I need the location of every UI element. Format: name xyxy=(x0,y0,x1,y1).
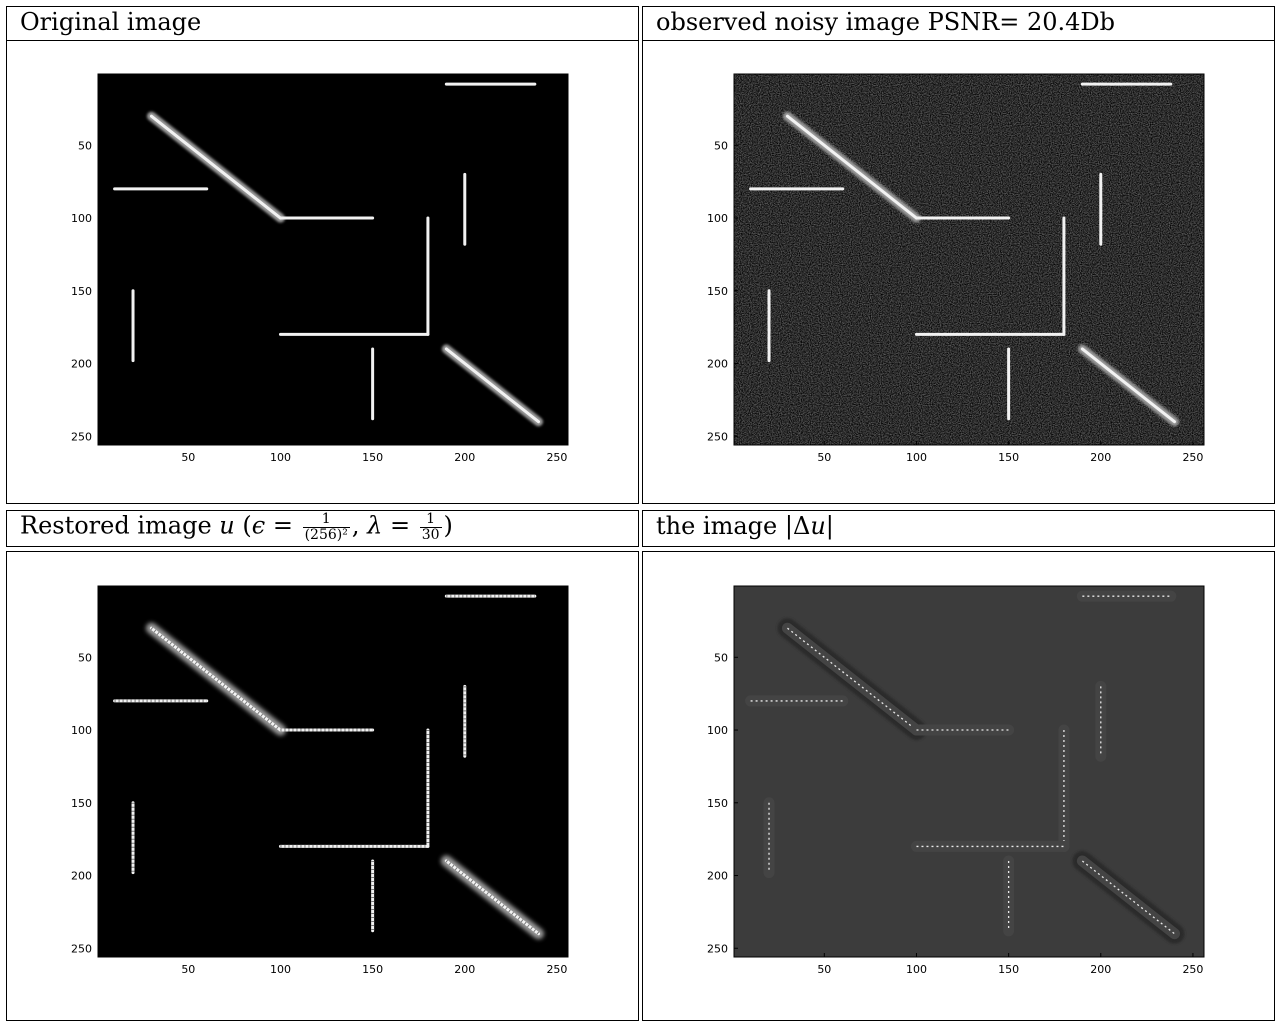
y-tick-label: 50 xyxy=(78,139,92,152)
x-tick-label: 50 xyxy=(181,451,195,464)
x-tick-label: 250 xyxy=(1182,963,1203,976)
y-tick-label: 100 xyxy=(707,212,728,225)
fraction-lambda-den: 30 xyxy=(421,526,440,543)
cell-body-noisy xyxy=(642,40,1275,504)
line-segment-1 xyxy=(149,114,282,220)
y-tick-label: 250 xyxy=(707,430,728,443)
y-tick-label: 200 xyxy=(707,358,728,371)
caption-noisy: observed noisy image PSNR= 20.4Db xyxy=(656,8,1116,36)
y-tick-label: 150 xyxy=(71,797,92,810)
axes-frame xyxy=(97,73,569,446)
x-tick-label: 250 xyxy=(1182,451,1203,464)
caption-laplacian-delta: Δ xyxy=(792,512,811,540)
caption-restored-eps: ϵ xyxy=(251,511,266,540)
edge-band xyxy=(1076,855,1181,940)
y-tick-label: 100 xyxy=(707,724,728,737)
x-tick-label: 200 xyxy=(454,963,475,976)
x-tick-label: 50 xyxy=(817,451,831,464)
caption-restored-var: u xyxy=(219,511,235,540)
caption-restored-eq2: = xyxy=(382,511,418,540)
caption-restored: Restored image u (ϵ = 1 (256)², λ = 1 30) xyxy=(20,512,453,542)
line-texture-1 xyxy=(150,627,282,732)
y-tick-label: 200 xyxy=(71,870,92,883)
y-tick-label: 250 xyxy=(707,942,728,955)
cell-body-original xyxy=(6,40,639,504)
plot-laplacian: 50 100 150 200 250 50 100 150 200 250 xyxy=(707,585,1205,976)
caption-laplacian: the image |Δu| xyxy=(656,514,834,538)
y-tick-label: 250 xyxy=(71,430,92,443)
fraction-epsilon: 1 (256)² xyxy=(302,512,350,543)
line-segment-9 xyxy=(444,347,541,424)
x-tick-label: 150 xyxy=(998,451,1019,464)
y-tick-label: 150 xyxy=(71,285,92,298)
x-tick-label: 250 xyxy=(546,451,567,464)
x-tick-label: 50 xyxy=(181,963,195,976)
cell-header-laplacian xyxy=(642,510,1275,547)
line-segment-1 xyxy=(785,114,918,220)
x-tick-label: 100 xyxy=(270,963,291,976)
caption-restored-lambda: λ xyxy=(367,511,383,540)
x-tick-label: 150 xyxy=(362,451,383,464)
y-tick-label: 250 xyxy=(71,942,92,955)
fraction-lambda: 1 30 xyxy=(419,512,442,543)
y-tick-label: 100 xyxy=(71,724,92,737)
axes-frame xyxy=(733,73,1205,446)
x-tick-label: 250 xyxy=(546,963,567,976)
x-tick-label: 100 xyxy=(270,451,291,464)
plot-original: 50 100 150 200 250 50 100 150 200 250 xyxy=(71,73,569,464)
line-segment-9 xyxy=(1080,347,1177,424)
x-tick-label: 150 xyxy=(362,963,383,976)
axes-frame xyxy=(97,585,569,958)
y-tick-label: 200 xyxy=(707,870,728,883)
y-tick-label: 200 xyxy=(71,358,92,371)
x-tick-label: 100 xyxy=(906,451,927,464)
y-tick-label: 100 xyxy=(71,212,92,225)
caption-restored-close: ) xyxy=(443,511,453,540)
edge-line-1 xyxy=(787,627,917,731)
caption-laplacian-var: u xyxy=(810,512,826,540)
fraction-epsilon-den: (256)² xyxy=(304,526,348,543)
caption-laplacian-prefix: the image | xyxy=(656,512,793,540)
fraction-lambda-num: 1 xyxy=(419,512,442,528)
y-tick-label: 150 xyxy=(707,797,728,810)
caption-restored-prefix: Restored image xyxy=(20,511,220,540)
x-tick-label: 50 xyxy=(817,963,831,976)
y-tick-label: 50 xyxy=(714,651,728,664)
plot-noisy: 50 100 150 200 250 50 100 150 200 250 xyxy=(707,73,1205,464)
x-tick-label: 200 xyxy=(454,451,475,464)
caption-original: Original image xyxy=(20,8,202,36)
caption-laplacian-suffix: | xyxy=(825,512,834,540)
y-tick-label: 150 xyxy=(707,285,728,298)
y-tick-label: 50 xyxy=(78,651,92,664)
x-tick-label: 200 xyxy=(1090,451,1111,464)
axes-frame xyxy=(733,585,1205,958)
x-tick-label: 150 xyxy=(998,963,1019,976)
y-tick-label: 50 xyxy=(714,139,728,152)
caption-restored-sep: , xyxy=(351,511,368,540)
line-segment-9 xyxy=(444,859,541,936)
cell-header-restored xyxy=(6,510,639,547)
x-tick-label: 200 xyxy=(1090,963,1111,976)
plot-restored: 50 100 150 200 250 50 100 150 200 250 xyxy=(71,585,569,976)
caption-restored-eq1: = xyxy=(265,511,301,540)
x-tick-label: 100 xyxy=(906,963,927,976)
caption-restored-open: ( xyxy=(234,511,252,540)
fraction-epsilon-num: 1 xyxy=(302,512,350,528)
